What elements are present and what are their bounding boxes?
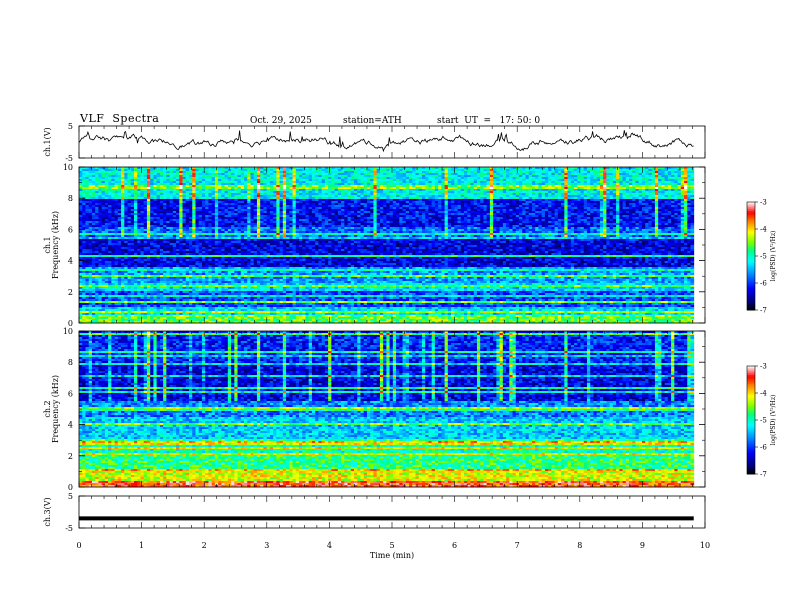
chart-svg: 1086420ch.1 Frequency (kHz)-3-4-5-6-7log(…	[0, 0, 792, 612]
vlf-figure: VLF Spectra Oct. 29, 2025 station=ATH st…	[0, 0, 792, 612]
spectrogram-cells-ch1	[79, 167, 694, 323]
